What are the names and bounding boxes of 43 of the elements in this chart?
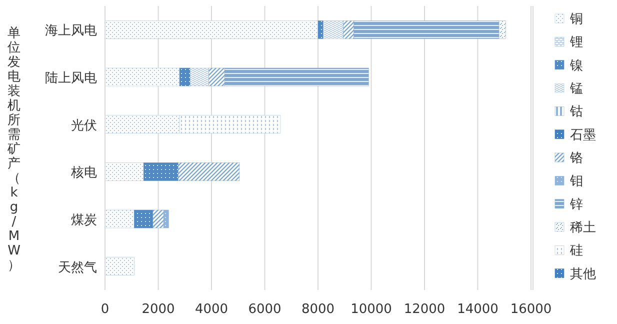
legend-label: 锂: [569, 35, 583, 50]
legend-label: 锰: [569, 82, 583, 96]
x-tick-label: 8000: [301, 302, 335, 317]
bar: [104, 210, 134, 228]
bar: [179, 68, 190, 86]
y-tick-label: 煤炭: [71, 213, 97, 228]
bar: [163, 210, 169, 228]
legend-label: 石墨: [570, 128, 596, 143]
x-tick-label: 6000: [248, 302, 282, 317]
y-tick-label: 海上风电: [45, 24, 97, 39]
bar: [104, 68, 180, 86]
legend-label: 硅: [569, 244, 583, 259]
bar: [143, 162, 178, 181]
x-tick-label: 2000: [142, 302, 175, 317]
legend-label: 钼: [569, 174, 583, 190]
bar: [498, 20, 506, 39]
legend-label: 其他: [570, 266, 596, 282]
y-tick-label: 光伏: [71, 118, 97, 134]
bar: [104, 257, 134, 276]
x-tick-label: 4000: [194, 302, 228, 317]
bar: [178, 162, 240, 181]
y-tick-label: 天然气: [58, 260, 97, 276]
bar: [318, 20, 324, 39]
y-tick-label: 陆上风电: [45, 71, 97, 86]
legend-label: 铜: [569, 12, 583, 27]
bar: [152, 210, 164, 228]
bar: [104, 162, 144, 181]
text: 单位发电装机所需矿产（kg/MW）: [8, 26, 20, 273]
x-tick-label: 14000: [457, 302, 498, 317]
y-tick-label: 核电: [70, 166, 97, 181]
legend-label: 铬: [569, 151, 583, 166]
bar: [190, 68, 209, 86]
legend-label: 镍: [569, 58, 583, 74]
x-tick-label: 12000: [404, 302, 446, 317]
bar: [323, 20, 344, 39]
bar: [104, 20, 318, 39]
legend-label: 钴: [569, 104, 583, 120]
x-tick-label: 0: [100, 302, 110, 317]
legend-label: 锌: [569, 197, 583, 212]
bar: [134, 210, 154, 228]
legend-label: 稀土: [570, 220, 596, 236]
x-tick-label: 10000: [350, 302, 392, 317]
x-tick-label: 16000: [510, 302, 552, 317]
